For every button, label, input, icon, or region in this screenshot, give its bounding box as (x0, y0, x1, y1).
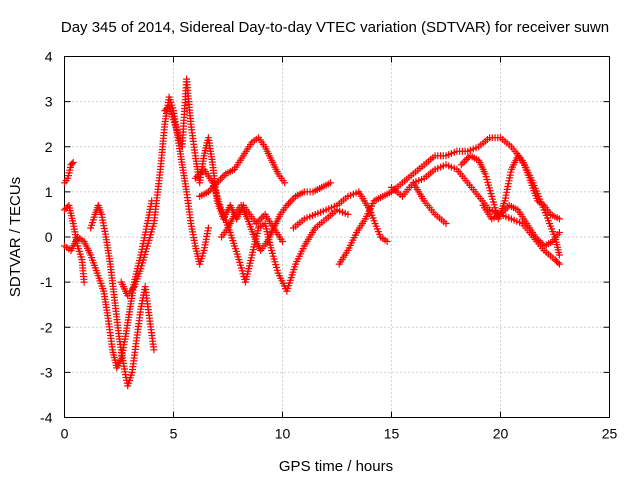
data-series (61, 75, 563, 390)
data-point-marker (150, 346, 158, 354)
series-arc-e (117, 93, 212, 300)
data-point-marker (457, 161, 465, 169)
data-point-marker (555, 229, 563, 236)
y-tick-label: -4 (40, 410, 53, 426)
data-point-marker (191, 174, 199, 182)
data-point-marker (279, 238, 286, 245)
series-arc-k (335, 134, 563, 268)
data-point-marker (555, 215, 563, 223)
y-tick-label: 3 (45, 94, 53, 110)
x-tick-label: 10 (275, 426, 291, 442)
data-point-marker (80, 278, 88, 286)
y-tick-label: 0 (45, 229, 53, 245)
data-point-marker (554, 259, 562, 267)
y-tick-label: -3 (40, 364, 53, 380)
x-tick-label: 20 (493, 426, 509, 442)
data-point-marker (285, 200, 293, 208)
y-tick-label: -2 (40, 319, 53, 335)
x-tick-label: 5 (170, 426, 178, 442)
data-point-marker (288, 196, 296, 204)
data-point-marker (286, 198, 294, 206)
data-point-marker (204, 224, 212, 232)
series-arc-o (479, 201, 563, 250)
data-point-marker (459, 159, 467, 167)
series-arc-i (218, 179, 334, 254)
y-axis-label: SDTVAR / TECUs (7, 177, 24, 297)
data-point-marker (464, 154, 472, 162)
y-tick-label: 2 (45, 139, 53, 155)
chart-title: Day 345 of 2014, Sidereal Day-to-day VTE… (61, 19, 609, 36)
y-tick-label: 4 (45, 49, 53, 65)
series-arc-a (61, 159, 77, 187)
data-point-marker (442, 220, 450, 227)
axis-ticks: 0 5 10 15 20 25 -4 -3 -2 -1 0 1 2 3 4 (40, 49, 617, 442)
data-point-marker (281, 179, 289, 187)
data-point-marker (555, 251, 563, 259)
data-point-marker (504, 203, 511, 211)
x-tick-label: 15 (384, 426, 400, 442)
x-axis-label: GPS time / hours (279, 458, 393, 475)
grid-lines (64, 56, 610, 418)
data-point-marker (461, 157, 469, 165)
x-tick-label: 0 (61, 426, 69, 442)
series-arc-d (87, 201, 158, 390)
series-arc-n (457, 152, 563, 223)
y-tick-label: -1 (40, 274, 53, 290)
data-point-marker (344, 210, 352, 218)
series-arc-j (289, 188, 391, 245)
data-point-marker (68, 160, 76, 168)
data-point-marker (327, 179, 334, 187)
y-tick-label: 1 (45, 184, 53, 200)
data-point-marker (555, 260, 563, 268)
data-point-marker (218, 173, 226, 181)
data-point-marker (383, 238, 391, 245)
data-point-marker (69, 159, 77, 166)
x-tick-label: 25 (602, 426, 618, 442)
series-arc-h (196, 134, 289, 200)
